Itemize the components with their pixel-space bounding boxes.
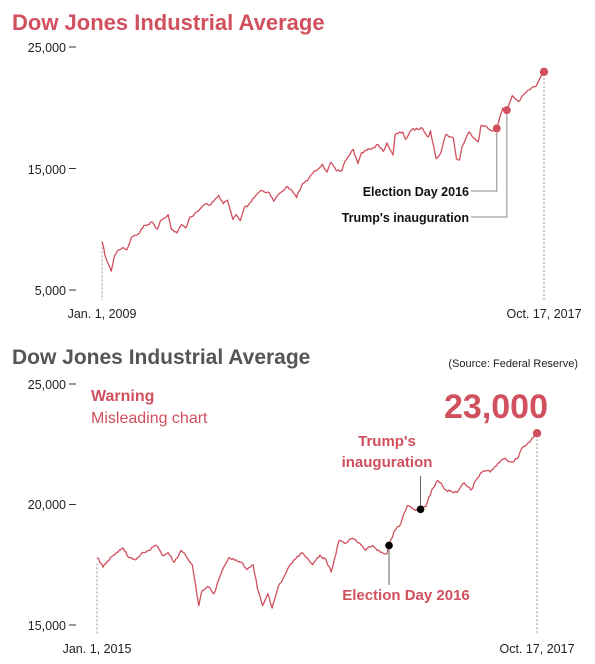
chart2-warning-text: Misleading chart	[91, 410, 208, 427]
chart2-annotation-inauguration-line2: inauguration	[342, 454, 433, 471]
chart2-endpoint-dot	[532, 429, 542, 438]
chart2-warning-title: Warning	[91, 388, 154, 405]
chart2-annotation-dot-election	[385, 541, 393, 550]
chart-marks	[69, 46, 549, 635]
chart1-title: Dow Jones Industrial Average	[12, 10, 325, 35]
chart1-annotation-dot-election	[492, 124, 501, 133]
chart2-xlabel-start: Jan. 1, 2015	[63, 642, 132, 656]
chart1-xlabel-start: Jan. 1, 2009	[68, 307, 137, 321]
chart1-ytick-25000: 25,000	[28, 41, 66, 55]
chart2-ytick-20000: 20,000	[28, 498, 66, 512]
chart2-source: (Source: Federal Reserve)	[448, 358, 578, 370]
chart1-ytick-15000: 15,000	[28, 163, 66, 177]
chart2-title: Dow Jones Industrial Average	[12, 346, 310, 369]
chart2-annotation-inauguration-line1: Trump's	[358, 433, 416, 450]
chart1-annotation-inauguration: Trump's inauguration	[342, 211, 469, 225]
chart1-xlabel-end: Oct. 17, 2017	[506, 307, 581, 321]
chart2-callout-value: 23,000	[444, 388, 548, 426]
chart1-annotation-leader-election	[471, 132, 498, 192]
chart2-series-line	[96, 432, 538, 609]
chart1-annotation-election: Election Day 2016	[363, 185, 469, 199]
chart1-endpoint-dot	[539, 67, 549, 77]
chart2-xlabel-end: Oct. 17, 2017	[499, 642, 574, 656]
chart1-series-line	[101, 71, 545, 272]
chart2-annotation-election: Election Day 2016	[342, 587, 470, 604]
chart2-annotation-dot-inauguration	[416, 505, 425, 514]
chart2-ytick-15000: 15,000	[28, 619, 66, 633]
chart2-ytick-25000: 25,000	[28, 378, 66, 392]
chart1-ytick-5000: 5,000	[35, 284, 66, 298]
chart1-annotation-leader-inauguration	[471, 114, 508, 218]
chart1-annotation-dot-inauguration	[502, 106, 511, 115]
